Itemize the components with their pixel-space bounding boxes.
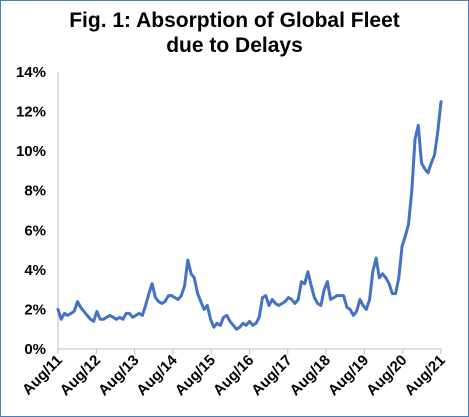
y-tick-label: 8% [24,183,46,200]
x-tick-label: Aug/14 [133,351,181,399]
x-tick-label: Aug/21 [401,352,448,399]
x-axis-ticks: Aug/11Aug/12Aug/13Aug/14Aug/15Aug/16Aug/… [19,349,449,399]
x-tick-label: Aug/13 [95,352,142,399]
y-tick-label: 6% [24,222,46,239]
x-tick-label: Aug/18 [287,352,334,399]
x-tick-label: Aug/12 [57,352,104,399]
x-tick-label: Aug/19 [325,352,372,399]
x-tick-label: Aug/16 [210,352,257,399]
x-tick-label: Aug/17 [248,352,295,399]
y-tick-label: 14% [16,64,46,81]
x-tick-label: Aug/20 [363,352,410,399]
y-axis-ticks: 0% 2% 4% 6% 8% 10% 12% 14% [16,64,46,358]
y-tick-label: 12% [16,104,46,121]
chart-title-line-2: due to Delays [166,34,303,57]
chart-title-line-1: Fig. 1: Absorption of Global Fleet [69,9,400,32]
chart-title: Fig. 1: Absorption of Global Fleet due t… [0,8,469,58]
series-line [56,100,443,331]
y-tick-label: 4% [24,262,46,279]
y-tick-label: 2% [24,301,46,318]
y-tick-label: 10% [16,143,46,160]
x-tick-label: Aug/11 [19,352,66,399]
x-tick-label: Aug/15 [172,352,219,399]
y-tick-label: 0% [24,341,46,358]
